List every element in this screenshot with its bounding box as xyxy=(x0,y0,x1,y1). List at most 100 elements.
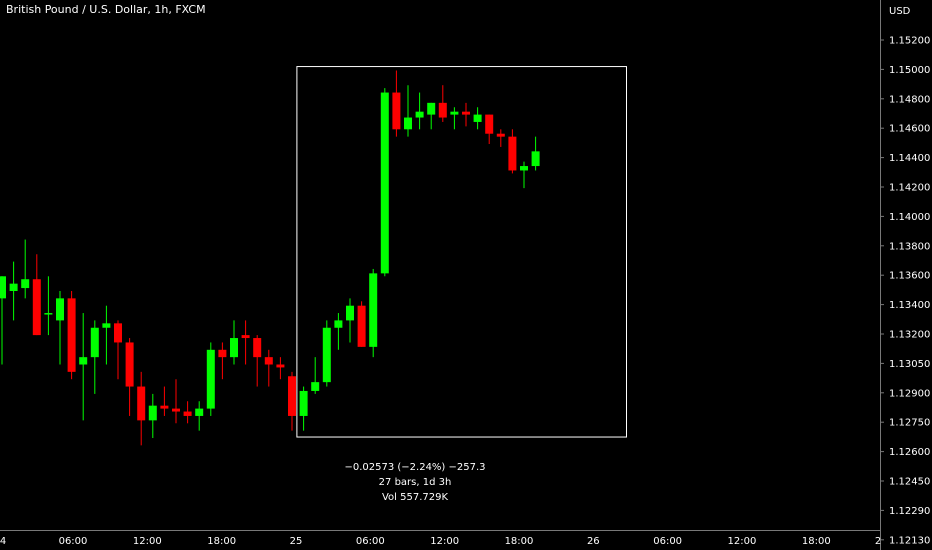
candle-body xyxy=(137,386,146,421)
currency-label: USD xyxy=(889,6,911,17)
candle xyxy=(160,386,169,416)
candle-body xyxy=(462,111,470,115)
candle-body xyxy=(334,320,343,328)
candle xyxy=(392,70,401,137)
candle-body xyxy=(230,338,238,358)
candle-body xyxy=(322,327,331,383)
candle xyxy=(253,335,262,387)
candle xyxy=(264,349,273,387)
candle-body xyxy=(346,305,354,321)
candle xyxy=(508,129,517,174)
candle-body xyxy=(9,283,18,291)
candle-body xyxy=(450,111,459,115)
candle-body xyxy=(114,323,122,343)
candles-layer xyxy=(0,70,540,446)
candle xyxy=(404,85,412,137)
time-tick-label: 18:00 xyxy=(802,536,831,547)
candle xyxy=(0,276,6,365)
candle-body xyxy=(438,102,447,118)
candle-body xyxy=(485,114,494,134)
candle xyxy=(230,320,238,365)
time-tick-label: 4 xyxy=(0,536,6,547)
price-tick-label: 1.12600 xyxy=(889,447,930,458)
candle-body xyxy=(531,151,540,167)
time-axis[interactable]: 4 06:00 12:00 18:00 25 06:00 12:00 18:00 26 06:00… xyxy=(0,536,881,547)
measurement-change-text: −0.02573 (−2.24%) −257.3 xyxy=(344,462,486,473)
candle-body xyxy=(299,390,308,416)
candle xyxy=(438,85,447,122)
candle-body xyxy=(32,279,41,336)
candle-body xyxy=(90,327,99,358)
candle xyxy=(462,102,470,127)
candle xyxy=(21,239,30,299)
candle-body xyxy=(473,114,482,122)
candle xyxy=(531,136,540,171)
candle xyxy=(102,305,111,365)
candle xyxy=(369,268,378,358)
candle xyxy=(67,291,76,380)
candle xyxy=(346,298,354,343)
candle xyxy=(183,401,192,424)
candle-body xyxy=(241,335,250,339)
candle xyxy=(241,320,250,365)
candle xyxy=(195,401,204,431)
time-tick-label: 2 xyxy=(875,536,881,547)
price-tick-label: 1.15000 xyxy=(889,65,930,76)
candle xyxy=(44,276,53,336)
price-tick-label: 1.15200 xyxy=(889,36,930,47)
candle xyxy=(427,102,436,130)
candle-body xyxy=(160,405,169,409)
measurement-box[interactable] xyxy=(296,66,627,438)
price-tick-label: 1.12900 xyxy=(889,388,930,399)
price-tick-label: 1.14000 xyxy=(889,212,930,223)
time-tick-label: 12:00 xyxy=(133,536,162,547)
candle-body xyxy=(508,136,517,171)
time-tick-label: 12:00 xyxy=(728,536,757,547)
candle xyxy=(56,291,64,365)
candle-body xyxy=(79,357,88,365)
candle-body xyxy=(496,133,505,137)
candle-body xyxy=(276,364,285,368)
candle-body xyxy=(183,411,192,416)
candle-body xyxy=(392,92,401,130)
candle xyxy=(9,261,18,321)
candle-body xyxy=(44,313,53,315)
price-axis[interactable]: 1.15200 1.15000 1.14800 1.14600 1.14400 1.142… xyxy=(880,36,930,547)
time-tick-label: 06:00 xyxy=(653,536,682,547)
price-tick-label: 1.12750 xyxy=(889,418,930,429)
candle xyxy=(148,393,157,438)
candle xyxy=(450,107,459,130)
candle-body xyxy=(195,408,204,416)
price-tick-label: 1.14800 xyxy=(889,94,930,105)
candle xyxy=(172,379,180,424)
candle xyxy=(114,320,122,380)
candle xyxy=(299,386,308,431)
candle xyxy=(520,161,528,189)
candle-body xyxy=(253,338,262,358)
measurement-bars-text: 27 bars, 1d 3h xyxy=(378,477,452,488)
time-tick-label: 26 xyxy=(587,536,600,547)
candle xyxy=(206,342,215,416)
chart-title: British Pound / U.S. Dollar, 1h, FXCM xyxy=(6,3,206,16)
price-tick-label: 1.14600 xyxy=(889,124,930,135)
price-tick-label: 1.13200 xyxy=(889,330,930,341)
candle xyxy=(415,92,424,130)
price-tick-label: 1.13600 xyxy=(889,271,930,282)
candle-body xyxy=(102,323,111,328)
candle-body xyxy=(427,102,436,115)
price-tick-label: 1.13400 xyxy=(889,300,930,311)
candle xyxy=(496,129,505,147)
candle xyxy=(334,313,343,350)
candle xyxy=(125,338,134,416)
candle-body xyxy=(56,298,64,321)
time-tick-label: 06:00 xyxy=(59,536,88,547)
candle xyxy=(288,371,296,431)
time-tick-label: 25 xyxy=(290,536,303,547)
time-tick-label: 12:00 xyxy=(430,536,459,547)
candle xyxy=(357,301,366,347)
candle-body xyxy=(380,92,389,274)
candle xyxy=(485,114,494,144)
candle xyxy=(79,313,88,421)
candle xyxy=(90,320,99,394)
